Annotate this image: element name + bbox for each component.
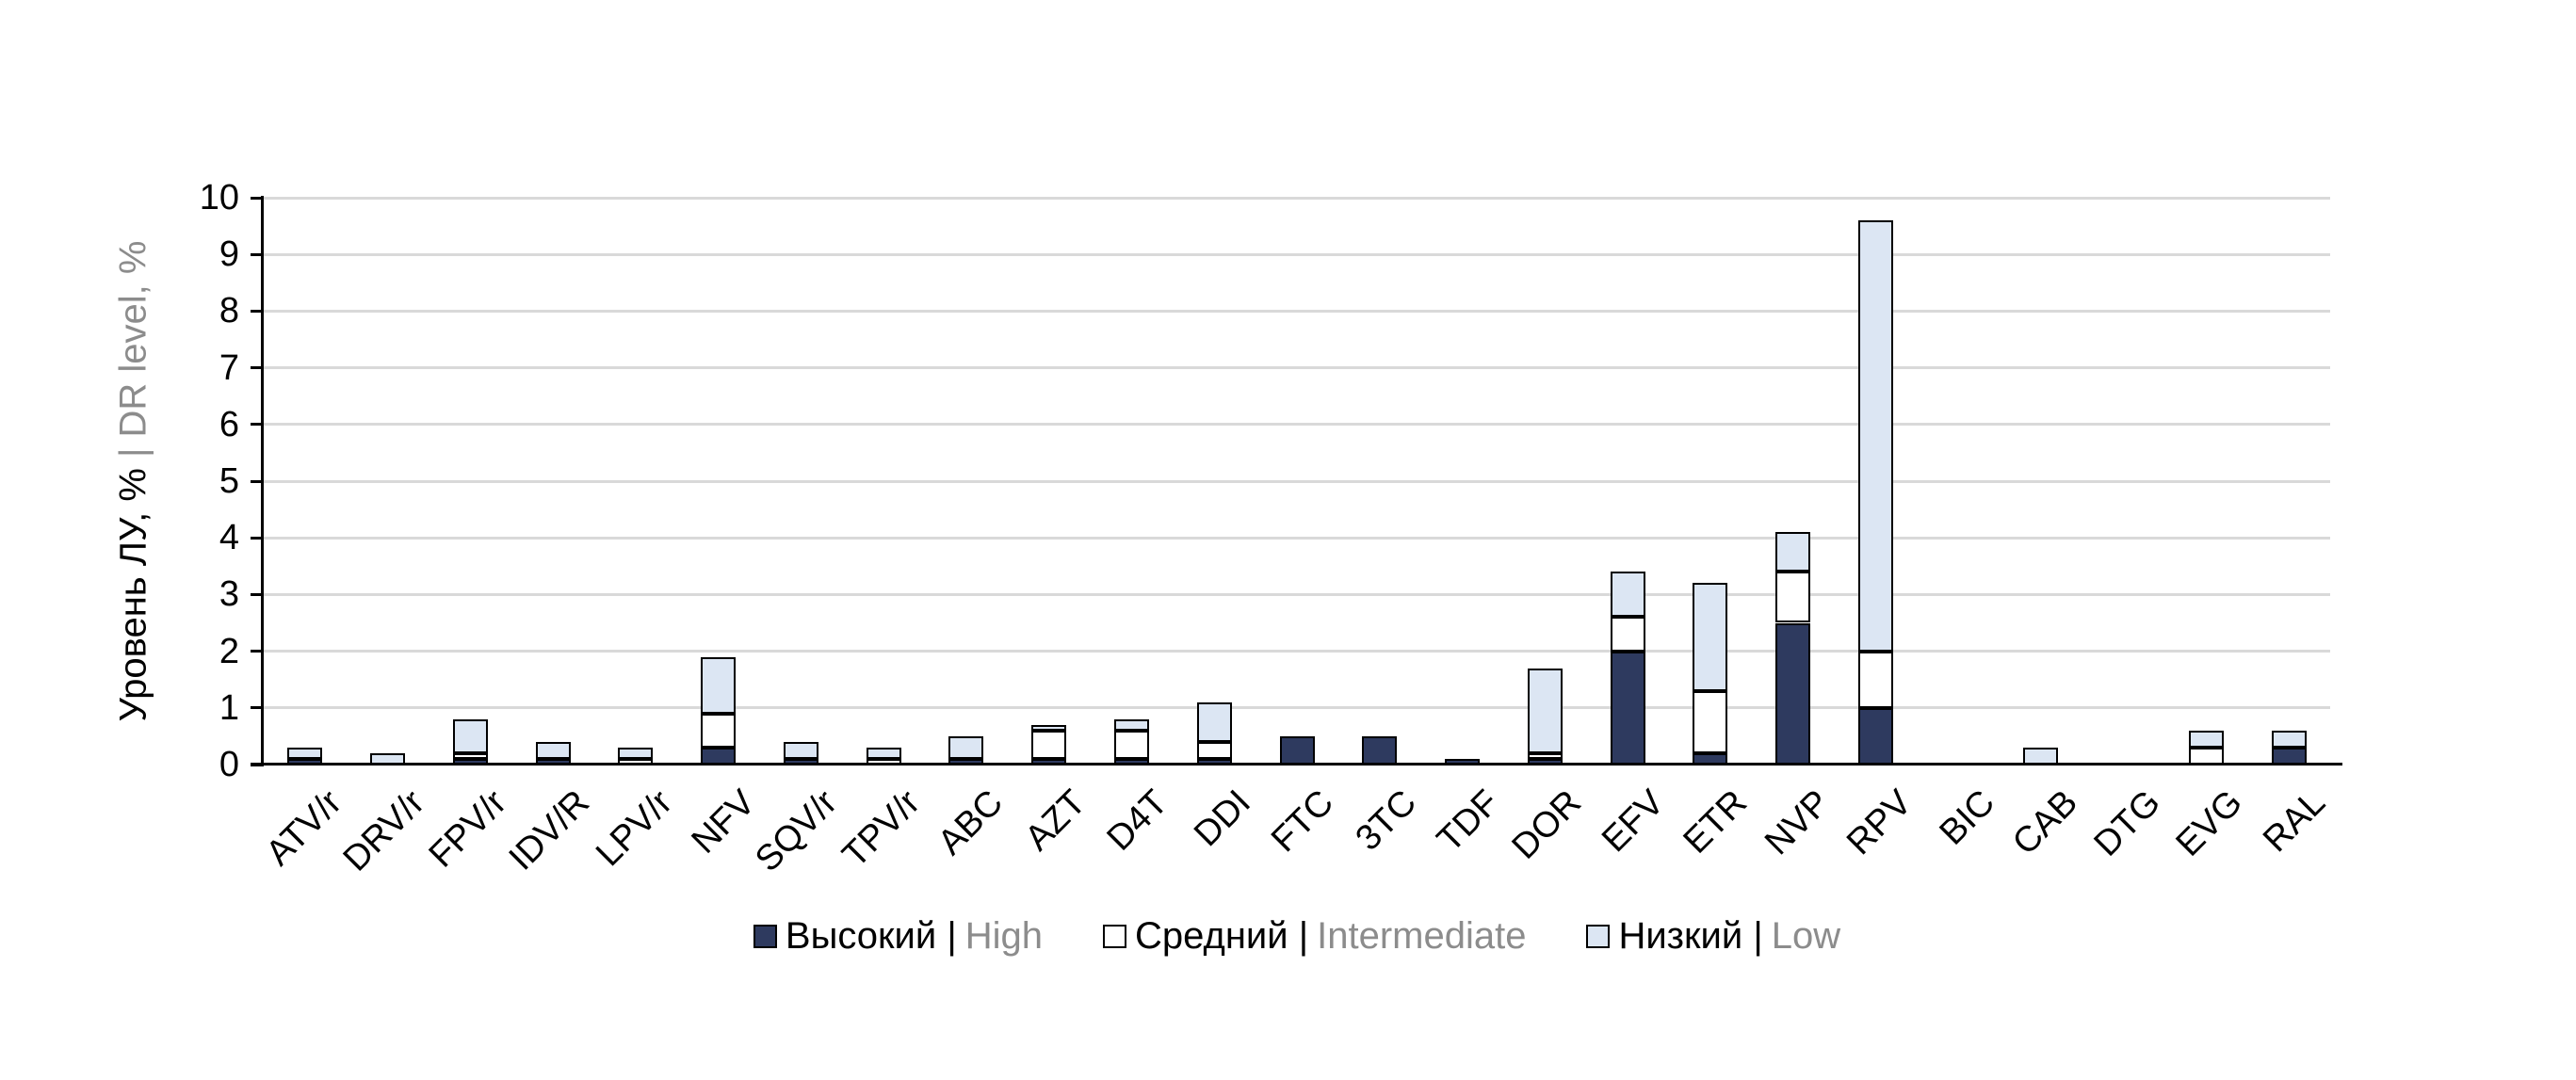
bar-segment-high-RPV bbox=[1857, 707, 1893, 765]
bar-segment-low-ETR bbox=[1693, 583, 1728, 691]
y-axis-tick bbox=[251, 252, 262, 256]
bar-segment-low-NVP bbox=[1775, 532, 1811, 572]
bar-segment-high-EFV bbox=[1610, 651, 1645, 765]
bar-segment-low-AZT bbox=[1031, 724, 1067, 731]
bar-segment-intermediate-DOR bbox=[1527, 752, 1563, 759]
bar-segment-low-RPV bbox=[1857, 220, 1893, 652]
bar-segment-low-D4T bbox=[1113, 718, 1149, 731]
gridline bbox=[264, 309, 2330, 313]
gridline bbox=[264, 706, 2330, 710]
y-axis-title: Уровень ЛУ, % | DR level, % bbox=[113, 241, 155, 722]
legend-swatch-high bbox=[753, 925, 777, 948]
legend-item-low: Низкий | Low bbox=[1586, 915, 1840, 958]
y-axis-tick-label: 4 bbox=[219, 518, 239, 558]
bar-segment-low-NFV bbox=[701, 656, 737, 714]
bar-segment-intermediate-FPV/r bbox=[452, 752, 488, 759]
y-axis-tick-label: 5 bbox=[219, 461, 239, 501]
bar-segment-low-EFV bbox=[1610, 572, 1645, 618]
bar-segment-intermediate-RPV bbox=[1857, 651, 1893, 708]
bar-segment-high-3TC bbox=[1362, 735, 1398, 765]
bar-segment-low-ABC bbox=[948, 735, 984, 759]
legend-swatch-low bbox=[1586, 925, 1611, 948]
bar-segment-high-FTC bbox=[1279, 735, 1315, 765]
y-axis-tick bbox=[251, 536, 262, 540]
gridline bbox=[264, 536, 2330, 540]
legend-label-en-low: Low bbox=[1771, 915, 1841, 957]
legend: Высокий | High Средний | Intermediate Низк… bbox=[264, 915, 2330, 958]
y-axis-tick-label: 10 bbox=[199, 178, 239, 218]
legend-swatch-intermediate bbox=[1102, 925, 1126, 948]
y-axis-tick bbox=[251, 592, 262, 596]
gridline bbox=[264, 252, 2330, 256]
legend-label-ru-high: Высокий | bbox=[785, 915, 957, 957]
bar-segment-low-LPV/r bbox=[618, 747, 654, 759]
y-axis-title-en: | DR level, % bbox=[112, 240, 154, 458]
y-axis-tick-label: 9 bbox=[219, 234, 239, 275]
bar-segment-high-NVP bbox=[1775, 622, 1811, 765]
bar-segment-intermediate-ETR bbox=[1693, 690, 1728, 753]
x-axis-line bbox=[251, 763, 2342, 766]
bar-segment-low-RAL bbox=[2271, 730, 2307, 748]
bar-segment-intermediate-EFV bbox=[1610, 617, 1645, 652]
bar-segment-intermediate-NVP bbox=[1775, 572, 1811, 623]
bar-segment-intermediate-DDI bbox=[1196, 741, 1232, 759]
legend-item-intermediate: Средний | Intermediate bbox=[1102, 915, 1527, 958]
gridline bbox=[264, 479, 2330, 483]
y-axis-tick-label: 8 bbox=[219, 291, 239, 331]
gridline bbox=[264, 592, 2330, 596]
y-axis-line bbox=[261, 196, 264, 766]
y-axis-tick bbox=[251, 366, 262, 370]
y-axis-title-ru: Уровень ЛУ, % bbox=[112, 458, 154, 722]
y-axis-tick bbox=[251, 309, 262, 313]
bar-segment-low-EVG bbox=[2188, 730, 2224, 748]
y-axis-tick-label: 0 bbox=[219, 745, 239, 784]
bar-segment-low-FPV/r bbox=[452, 718, 488, 753]
bar-segment-low-DOR bbox=[1527, 668, 1563, 753]
legend-label-ru-low: Низкий | bbox=[1618, 915, 1763, 957]
gridline bbox=[264, 196, 2330, 200]
legend-item-high: Высокий | High bbox=[753, 915, 1043, 958]
y-axis-tick-label: 2 bbox=[219, 631, 239, 671]
y-axis-tick-label: 7 bbox=[219, 347, 239, 388]
y-axis-tick bbox=[251, 479, 262, 483]
gridline bbox=[264, 650, 2330, 653]
bar-segment-intermediate-D4T bbox=[1113, 730, 1149, 759]
bar-segment-low-SQV/r bbox=[783, 741, 818, 759]
y-axis-tick-label: 6 bbox=[219, 404, 239, 444]
legend-label-ru-intermediate: Средний | bbox=[1134, 915, 1309, 957]
y-axis-tick bbox=[251, 650, 262, 653]
gridline bbox=[264, 366, 2330, 370]
y-axis-tick-label: 3 bbox=[219, 574, 239, 615]
legend-label-en-high: High bbox=[964, 915, 1043, 957]
bar-segment-low-DDI bbox=[1196, 701, 1232, 742]
bar-segment-low-ATV/r bbox=[287, 747, 323, 759]
bar-segment-low-IDV/R bbox=[535, 741, 571, 759]
bar-segment-low-TPV/r bbox=[866, 747, 901, 759]
y-axis-tick bbox=[251, 196, 262, 200]
y-axis-tick bbox=[251, 423, 262, 427]
y-axis-tick bbox=[251, 706, 262, 710]
legend-label-en-intermediate: Intermediate bbox=[1317, 915, 1527, 957]
bar-segment-intermediate-NFV bbox=[701, 713, 737, 748]
gridline bbox=[264, 423, 2330, 427]
y-axis-tick-label: 1 bbox=[219, 687, 239, 728]
bar-segment-intermediate-AZT bbox=[1031, 730, 1067, 759]
